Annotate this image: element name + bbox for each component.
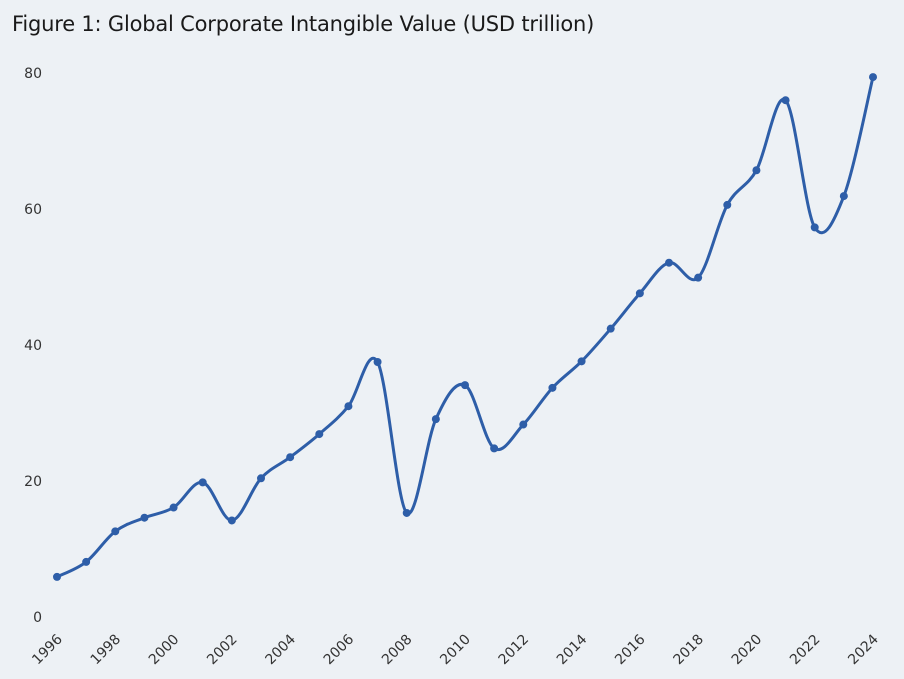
- data-point: [810, 223, 819, 232]
- x-axis: 1996 1998 2000 2002 2004 2006 2008 2010 2012 2014…: [29, 631, 882, 668]
- x-tick-label: 2020: [729, 632, 766, 669]
- data-point: [286, 453, 295, 462]
- x-tick-label: 2022: [787, 632, 824, 669]
- data-point: [315, 430, 324, 439]
- data-point: [519, 420, 528, 429]
- data-point: [635, 289, 644, 298]
- y-tick-label: 0: [33, 610, 42, 626]
- x-tick-label: 2012: [496, 632, 533, 669]
- y-axis: 0 20 40 60 80: [24, 66, 42, 626]
- data-point: [869, 73, 877, 82]
- chart-title: Figure 1: Global Corporate Intangible Va…: [12, 12, 595, 36]
- y-tick-label: 60: [24, 202, 42, 218]
- data-point: [344, 402, 353, 411]
- x-tick-label: 2014: [554, 631, 591, 668]
- data-point: [402, 508, 411, 517]
- data-point: [665, 258, 673, 267]
- y-tick-label: 80: [24, 66, 42, 82]
- data-point: [198, 478, 207, 487]
- x-tick-label: 2024: [845, 631, 882, 668]
- data-point: [53, 572, 61, 581]
- data-point: [169, 503, 178, 512]
- data-points: [53, 73, 877, 581]
- data-point: [752, 166, 761, 175]
- data-point: [577, 357, 586, 366]
- data-point: [548, 383, 557, 392]
- data-point: [227, 516, 236, 525]
- x-tick-label: 2002: [204, 632, 241, 669]
- x-tick-label: 2016: [612, 631, 649, 668]
- data-point: [373, 358, 382, 366]
- x-tick-label: 2006: [321, 631, 358, 668]
- x-tick-label: 1996: [29, 631, 66, 668]
- data-point: [694, 273, 703, 282]
- x-tick-label: 2010: [437, 632, 474, 669]
- x-tick-label: 2000: [146, 632, 183, 669]
- data-point: [723, 200, 732, 209]
- data-point: [111, 527, 120, 536]
- data-point: [461, 381, 469, 390]
- data-point: [257, 474, 265, 483]
- data-point: [140, 513, 149, 522]
- x-tick-label: 1998: [88, 632, 125, 669]
- data-point: [781, 96, 790, 105]
- y-tick-label: 20: [24, 474, 42, 490]
- data-point: [431, 415, 440, 424]
- x-tick-label: 2004: [262, 631, 299, 668]
- data-point: [606, 324, 615, 333]
- data-point: [839, 192, 848, 201]
- x-tick-label: 2018: [670, 632, 707, 669]
- series-line: [55, 75, 875, 579]
- data-point: [490, 444, 499, 453]
- y-tick-label: 40: [24, 338, 42, 354]
- data-point: [82, 557, 91, 566]
- x-tick-label: 2008: [379, 632, 416, 669]
